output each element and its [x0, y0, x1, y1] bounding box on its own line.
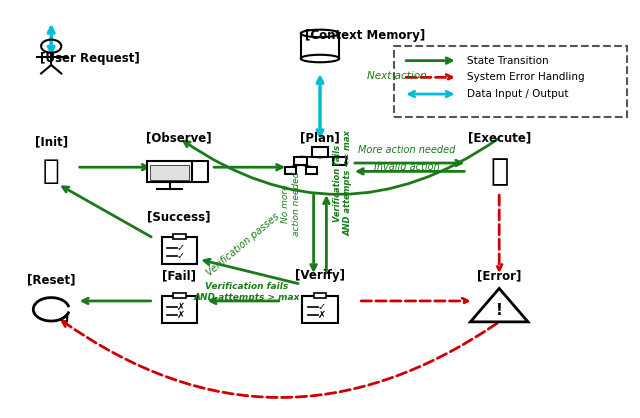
Bar: [333, 157, 346, 165]
Text: [Reset]: [Reset]: [27, 273, 76, 287]
Bar: [301, 33, 339, 59]
Text: ✓: ✓: [177, 251, 185, 261]
Text: Verification passes: Verification passes: [205, 211, 282, 278]
Text: System Error Handling: System Error Handling: [467, 72, 585, 82]
Bar: [192, 161, 208, 182]
Bar: [302, 296, 338, 323]
Text: No more
action needed: No more action needed: [282, 172, 301, 236]
Text: Next action: Next action: [367, 71, 427, 82]
Text: Data Input / Output: Data Input / Output: [467, 89, 569, 99]
Text: Invalid action: Invalid action: [374, 162, 439, 172]
Text: [Verify]: [Verify]: [295, 269, 345, 283]
Text: [User Request]: [User Request]: [40, 52, 140, 65]
Text: More action needed: More action needed: [358, 145, 455, 155]
Ellipse shape: [301, 30, 339, 37]
Text: 🤖: 🤖: [43, 158, 60, 185]
Bar: [394, 46, 627, 117]
Polygon shape: [470, 288, 528, 322]
Text: State Transition: State Transition: [467, 56, 549, 66]
Text: ✗: ✗: [177, 302, 185, 311]
Text: [Init]: [Init]: [35, 135, 68, 149]
Text: ✓: ✓: [317, 302, 326, 311]
Text: !: !: [496, 303, 502, 318]
Text: [Success]: [Success]: [147, 211, 211, 224]
Text: ✗: ✗: [317, 310, 326, 320]
Bar: [161, 237, 197, 265]
Ellipse shape: [301, 55, 339, 62]
Text: 🐍: 🐍: [490, 157, 508, 186]
Text: [Execute]: [Execute]: [468, 131, 531, 145]
Text: [Observe]: [Observe]: [147, 131, 212, 145]
Bar: [314, 293, 326, 298]
Text: [Context Memory]: [Context Memory]: [305, 29, 425, 42]
Bar: [312, 148, 328, 158]
Text: Verification fails
AND attempts > max: Verification fails AND attempts > max: [193, 282, 300, 302]
Bar: [150, 165, 189, 180]
Bar: [147, 161, 192, 182]
Text: ✗: ✗: [177, 310, 185, 320]
Bar: [161, 296, 197, 323]
Text: ✓: ✓: [177, 243, 185, 253]
Bar: [173, 234, 186, 239]
Text: [Error]: [Error]: [477, 269, 522, 283]
Text: [Fail]: [Fail]: [162, 269, 196, 283]
Bar: [285, 167, 296, 174]
Text: [Plan]: [Plan]: [300, 131, 340, 145]
Text: Verification fails
AND attempts <= max: Verification fails AND attempts <= max: [333, 130, 352, 236]
Bar: [294, 157, 307, 165]
Bar: [173, 293, 186, 298]
Bar: [306, 167, 317, 174]
